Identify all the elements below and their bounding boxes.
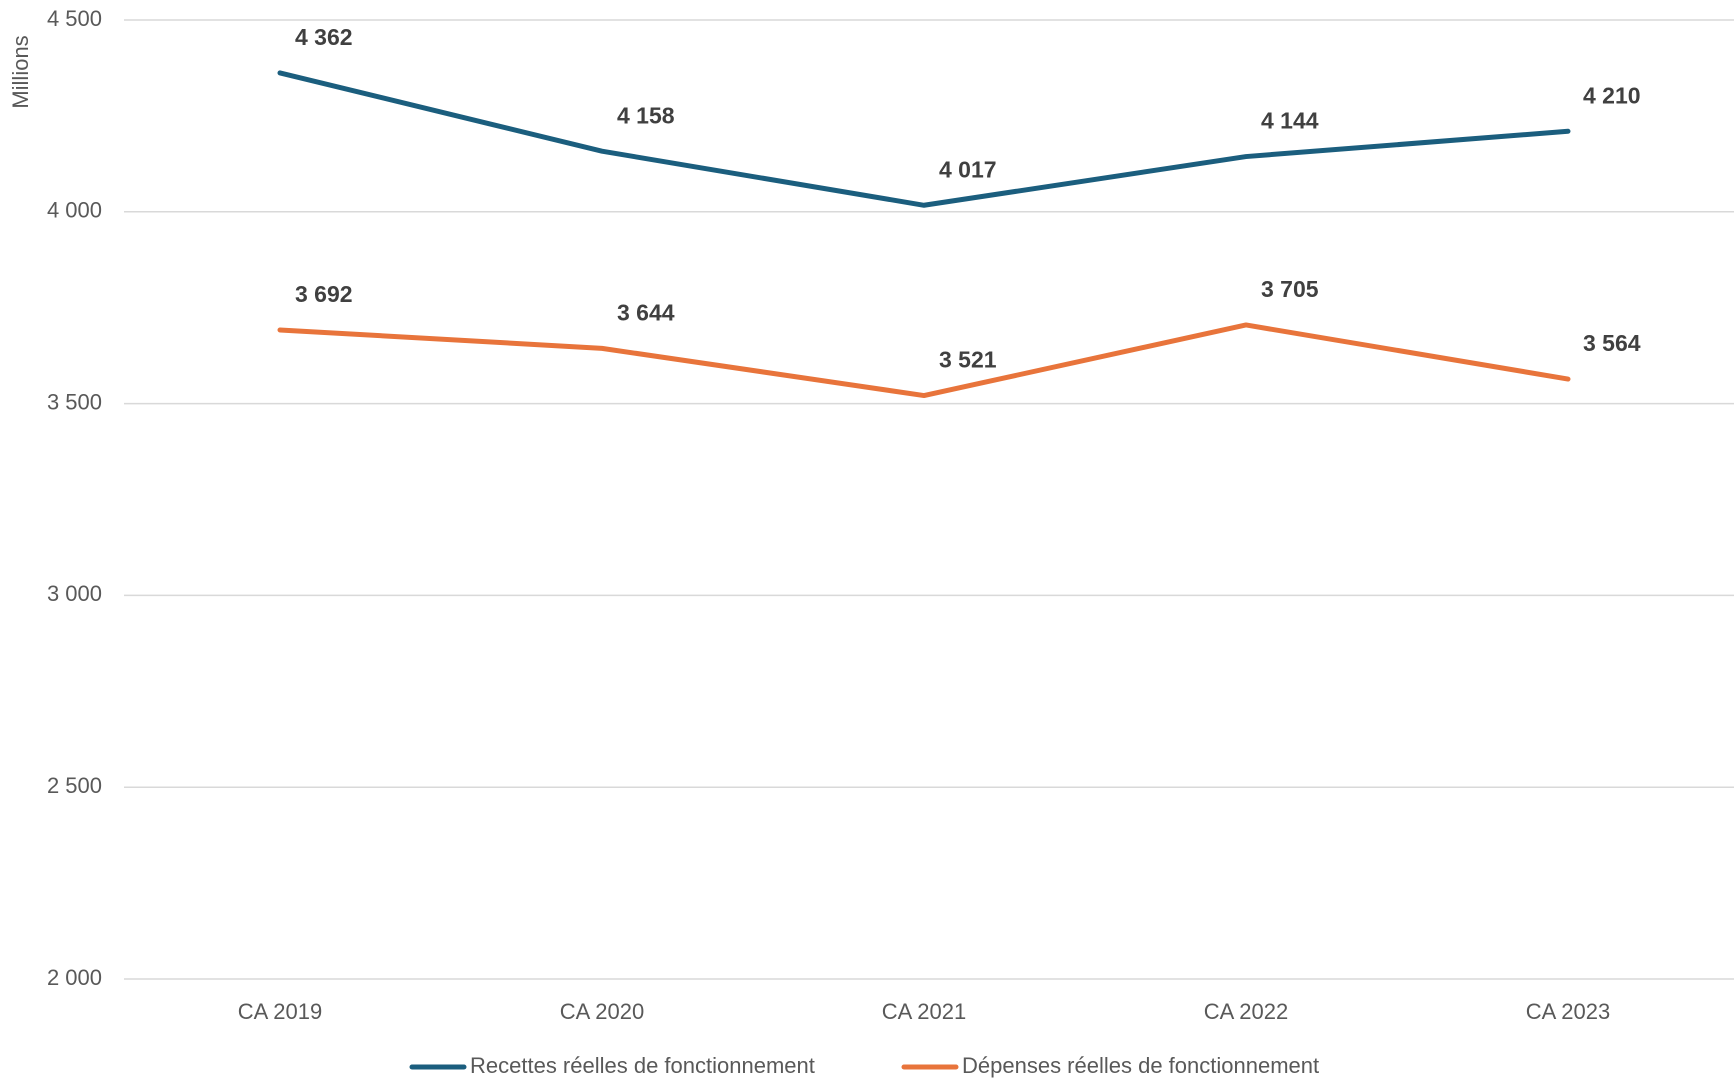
x-tick-label: CA 2021 <box>882 999 966 1024</box>
legend-label: Dépenses réelles de fonctionnement <box>962 1053 1319 1078</box>
y-tick-label: 2 000 <box>47 965 102 990</box>
data-label: 4 210 <box>1583 82 1641 108</box>
x-tick-label: CA 2022 <box>1204 999 1288 1024</box>
y-tick-label: 4 500 <box>47 6 102 31</box>
data-label: 3 521 <box>939 347 997 373</box>
series-line <box>277 70 1571 208</box>
y-tick-label: 3 000 <box>47 581 102 606</box>
data-label: 3 564 <box>1583 330 1641 356</box>
y-tick-label: 2 500 <box>47 773 102 798</box>
data-label: 4 362 <box>295 24 353 50</box>
series-line <box>277 322 1571 399</box>
data-label: 3 644 <box>617 299 675 325</box>
y-tick-label: 3 500 <box>47 389 102 414</box>
legend-label: Recettes réelles de fonctionnement <box>470 1053 815 1078</box>
x-tick-label: CA 2019 <box>238 999 322 1024</box>
data-label: 3 705 <box>1261 276 1319 302</box>
x-tick-label: CA 2023 <box>1526 999 1610 1024</box>
y-axis-label: Millions <box>8 35 33 108</box>
data-label: 4 017 <box>939 156 997 182</box>
data-label: 4 144 <box>1261 108 1319 134</box>
x-tick-label: CA 2020 <box>560 999 644 1024</box>
data-label: 3 692 <box>295 281 353 307</box>
data-label: 4 158 <box>617 102 675 128</box>
y-tick-label: 4 000 <box>47 198 102 223</box>
